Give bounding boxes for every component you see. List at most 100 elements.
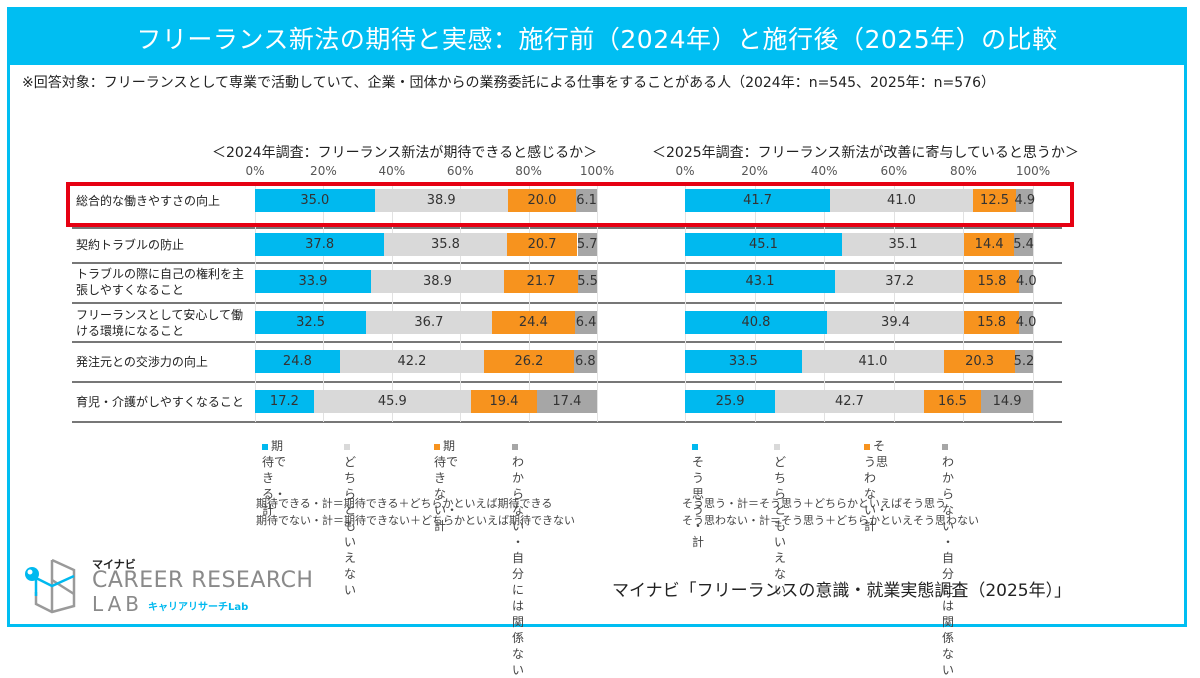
x-tick-label: 20%	[310, 164, 337, 178]
bar-segment: 43.1	[685, 270, 835, 293]
bar-segment: 39.4	[826, 311, 965, 334]
legend-swatch	[512, 443, 518, 450]
legend-swatch	[774, 443, 780, 450]
row-separator	[72, 262, 1062, 264]
data-label: 6.4	[575, 315, 597, 330]
x-tick-label: 80%	[515, 164, 542, 178]
data-label: 14.4	[974, 237, 1004, 252]
data-label: 5.5	[577, 274, 598, 289]
data-label: 20.7	[527, 237, 557, 252]
legend-item: どちらと もいえない	[344, 438, 356, 598]
x-tick-label: 80%	[950, 164, 977, 178]
source-credit: マイナビ「フリーランスの意識・就業実態調査（2025年）」	[612, 581, 1072, 601]
legend-swatch	[434, 443, 440, 450]
definitions-2025: そう思う・計＝そう思う＋どちらかといえばそう思う そう思わない・計＝そう思う＋ど…	[682, 495, 979, 529]
data-label: 20.3	[965, 354, 995, 369]
chart-title-2025: ＜2025年調査：フリーランス新法が改善に寄与していると思うか＞	[652, 145, 1079, 161]
data-label: 42.7	[834, 394, 864, 409]
x-tick-label: 100%	[1015, 164, 1051, 178]
legend-item: どちらと もいえない	[774, 438, 786, 598]
definitions-2024: 期待できる・計＝期待できる＋どちらかといえば期待できる 期待でない・計＝期待でき…	[256, 495, 575, 529]
respondent-note: ※回答対象：フリーランスとして専業で活動していて、企業・団体からの業務委託による…	[22, 75, 995, 91]
bar-segment: 36.7	[366, 311, 492, 334]
bar-segment: 35.8	[384, 233, 507, 256]
data-label: 41.7	[743, 193, 773, 208]
bar-segment: 41.7	[685, 189, 831, 212]
bar-segment: 20.7	[506, 233, 578, 256]
data-label: 39.4	[881, 315, 910, 330]
legend-label: 期待でき ない・計	[434, 439, 459, 533]
bar-segment: 5.2	[1014, 350, 1034, 373]
data-label: 43.1	[745, 274, 775, 289]
data-label: 38.9	[426, 193, 456, 208]
data-label: 24.4	[518, 315, 548, 330]
bar-segment: 12.5	[972, 189, 1017, 212]
data-label: 6.1	[576, 193, 597, 208]
chart-title-2024: ＜2024年調査：フリーランス新法が期待できると感じるか＞	[212, 145, 598, 161]
bar-segment: 25.9	[685, 390, 776, 413]
data-label: 12.5	[980, 193, 1009, 208]
data-label: 21.7	[526, 274, 556, 289]
bar-segment: 20.3	[944, 350, 1015, 373]
cube-logo-icon	[25, 558, 76, 614]
gridline	[824, 182, 825, 422]
bar-segment: 40.8	[685, 311, 827, 334]
data-label: 42.2	[397, 354, 427, 369]
data-label: 20.0	[527, 193, 557, 208]
bar-segment: 5.7	[577, 233, 598, 256]
row-label: 発注元との交渉力の向上	[76, 354, 208, 369]
data-label: 14.9	[992, 394, 1022, 409]
definition-line: 期待でない・計＝期待できない＋どちらかといえば期待できない	[256, 514, 575, 527]
data-label: 35.8	[431, 237, 460, 252]
logo-brand: マイナビ	[92, 558, 136, 571]
data-label: 16.5	[937, 394, 967, 409]
bar-segment: 6.4	[575, 311, 597, 334]
data-label: 35.0	[300, 193, 330, 208]
bar-segment: 16.5	[923, 390, 982, 413]
bar-segment: 35.1	[841, 233, 965, 256]
gridline	[255, 182, 256, 422]
legend-swatch	[864, 443, 870, 450]
data-label: 6.8	[575, 354, 596, 369]
data-label: 15.8	[977, 315, 1007, 330]
page-title: フリーランス新法の期待と実感：施行前（2024年）と施行後（2025年）の比較	[10, 10, 1184, 65]
bar-segment: 15.8	[964, 270, 1020, 293]
legend-label: 期待でき る・計	[262, 439, 287, 517]
x-tick-label: 20%	[741, 164, 768, 178]
gridline	[894, 182, 895, 422]
row-label: 総合的な働きやすさの向上	[76, 193, 221, 208]
bar-segment: 45.9	[313, 390, 471, 413]
bar-segment: 41.0	[830, 189, 973, 212]
legend-swatch	[692, 443, 698, 450]
data-label: 41.0	[886, 193, 916, 208]
gridline	[392, 182, 393, 422]
legend-item: わからない ・自分には関 係ない	[942, 438, 954, 678]
bar-segment: 32.5	[255, 311, 367, 334]
data-label: 32.5	[296, 315, 326, 330]
bar-segment: 6.8	[573, 350, 597, 373]
data-label: 45.1	[748, 237, 778, 252]
data-label: 33.5	[728, 354, 758, 369]
definition-line: そう思わない・計＝そう思う＋どちらかといえそう思わない	[682, 514, 979, 527]
data-label: 26.2	[514, 354, 544, 369]
bar-segment: 14.4	[964, 233, 1015, 256]
data-label: 17.2	[269, 394, 299, 409]
x-tick-label: 100%	[579, 164, 615, 178]
gridline	[460, 182, 461, 422]
bar-segment: 45.1	[685, 233, 842, 256]
legend-label: どちらと もいえない	[774, 455, 787, 597]
gridline	[323, 182, 324, 422]
data-label: 37.8	[305, 237, 335, 252]
bar-segment: 6.1	[576, 189, 597, 212]
bar-segment: 17.2	[255, 390, 314, 413]
row-separator	[72, 341, 1062, 343]
data-label: 37.2	[885, 274, 915, 289]
bar-segment: 33.9	[255, 270, 371, 293]
legend-swatch	[262, 443, 268, 450]
bar-segment: 4.0	[1016, 311, 1036, 334]
bar-segment: 42.7	[775, 390, 924, 413]
bar-segment: 38.9	[374, 189, 508, 212]
bar-segment: 19.4	[470, 390, 538, 413]
legend-label: そう思わ ない・計	[864, 439, 889, 533]
x-tick-label: 0%	[245, 164, 265, 178]
